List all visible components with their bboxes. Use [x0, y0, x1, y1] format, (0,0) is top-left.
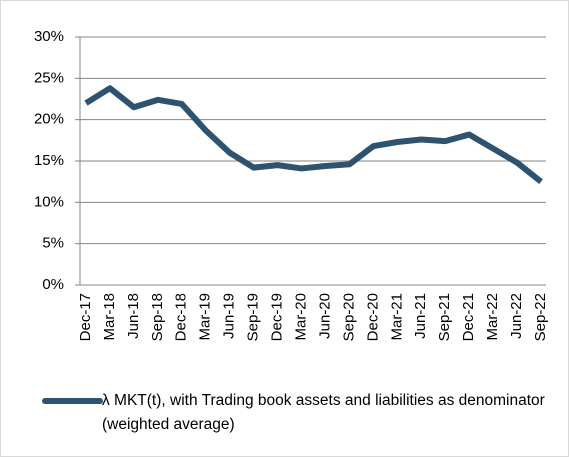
x-tick-label: Sep-19	[245, 293, 262, 341]
x-tick-label: Sep-20	[340, 293, 357, 341]
x-tick-label: Mar-18	[101, 293, 118, 341]
x-tick-label: Dec-17	[77, 293, 94, 341]
x-tick-label: Dec-20	[364, 293, 381, 341]
x-tick-label: Mar-19	[197, 293, 214, 341]
x-tick-label: Jun-22	[508, 293, 525, 339]
y-tick-label: 5%	[42, 235, 64, 252]
y-tick-label: 25%	[34, 69, 64, 86]
x-tick-label: Mar-21	[388, 293, 405, 341]
x-tick-label: Jun-20	[316, 293, 333, 339]
x-tick-label: Dec-18	[173, 293, 190, 341]
x-tick-label: Jun-21	[412, 293, 429, 339]
x-tick-label: Mar-20	[292, 293, 309, 341]
x-tick-label: Sep-21	[436, 293, 453, 341]
x-tick-label: Sep-18	[149, 293, 166, 341]
x-tick-label: Jun-18	[125, 293, 142, 339]
x-tick-label: Jun-19	[221, 293, 238, 339]
x-tick-label: Dec-21	[460, 293, 477, 341]
y-tick-label: 20%	[34, 111, 64, 128]
y-tick-label: 0%	[42, 276, 64, 293]
y-tick-label: 10%	[34, 193, 64, 210]
y-tick-label: 30%	[34, 28, 64, 45]
x-tick-label: Mar-22	[484, 293, 501, 341]
data-line	[84, 85, 543, 185]
legend-label: λ MKT(t), with Trading book assets and l…	[102, 392, 545, 433]
y-tick-label: 15%	[34, 152, 64, 169]
x-tick-label: Sep-22	[532, 293, 549, 341]
x-tick-label: Dec-19	[269, 293, 286, 341]
